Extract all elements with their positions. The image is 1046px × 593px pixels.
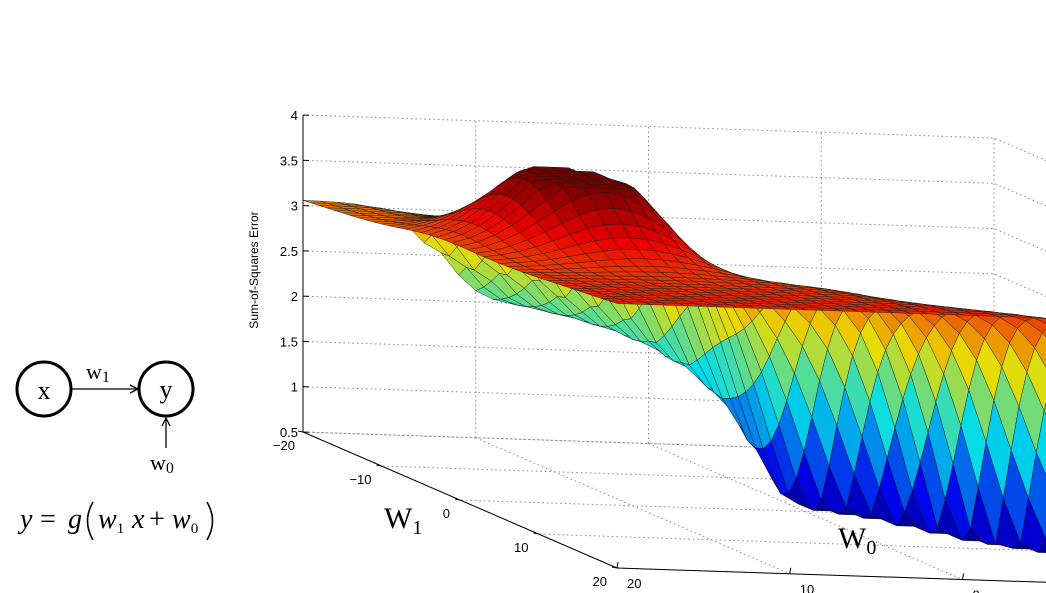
weight-arrowhead — [129, 384, 140, 394]
surface-patch — [1040, 317, 1046, 319]
w1-tick-label: 10 — [514, 540, 528, 555]
equation-func: g — [68, 504, 82, 535]
floor-grid-line — [538, 533, 1046, 552]
w0-tick-mark — [962, 573, 964, 580]
w1-tick-mark — [297, 430, 304, 433]
equation-term-w0: w0 — [172, 504, 198, 537]
w1-tick-label: −20 — [273, 438, 295, 453]
w0-tick-mark — [789, 567, 792, 574]
z-axis-ticks: 0.5 1 1.5 2 2.5 3 3.5 4 — [280, 108, 310, 440]
surface-patch — [1042, 329, 1046, 338]
bias-arrowhead — [161, 416, 171, 427]
z-tick-label: 3 — [291, 199, 298, 214]
w0-tick-mark — [616, 561, 619, 569]
w0-axis-line — [616, 567, 1046, 583]
error-surface — [302, 166, 1046, 553]
equation-lhs: y — [17, 504, 33, 535]
z-tick-label: 3.5 — [280, 153, 298, 168]
wall-grid-line — [302, 114, 1046, 162]
z-tick-label: 2.5 — [280, 244, 298, 259]
w0-axis-title: W0 — [838, 522, 876, 559]
w1-tick-mark — [454, 498, 461, 501]
wall-grid-line — [302, 431, 1046, 479]
w1-tick-label: 20 — [593, 574, 607, 589]
output-node-label: y — [160, 375, 173, 404]
w1-tick-mark — [611, 566, 618, 569]
wall-grid-line — [302, 340, 1046, 388]
z-tick-label: 1 — [291, 380, 298, 395]
equation-eq: = — [40, 504, 56, 535]
w1-axis-ticks: −20 −10 0 10 20 — [273, 430, 618, 589]
floor-grid-line — [381, 465, 1046, 489]
equation: y = g w1 x + w0 — [17, 501, 214, 541]
w0-tick-label: 10 — [800, 582, 814, 593]
equation-plus: + — [149, 504, 165, 535]
input-node-label: x — [38, 376, 51, 405]
bias-label: w0 — [150, 450, 174, 477]
neuron-diagram: x y w1 w0 y = g w1 x + w0 — [15, 359, 214, 541]
floor-grid-line — [475, 437, 790, 575]
w1-tick-mark — [533, 532, 539, 535]
surface-patch — [1023, 315, 1046, 319]
floor-grid-line — [648, 443, 963, 580]
z-tick-label: 4 — [291, 108, 298, 123]
floor-grid-line — [616, 567, 1046, 583]
z-tick-label: 0.5 — [280, 425, 298, 440]
equation-term-w1: w1 — [98, 504, 124, 537]
equation-rparen — [206, 501, 214, 541]
input-node — [15, 360, 73, 418]
w1-tick-label: −10 — [349, 472, 371, 487]
w1-tick-mark — [376, 464, 382, 467]
z-tick-label: 1.5 — [280, 334, 298, 349]
floor-grid-line — [459, 499, 1046, 521]
weight-label: w1 — [86, 359, 110, 386]
w1-axis-title: W1 — [384, 502, 422, 539]
w0-tick-label: 20 — [627, 576, 641, 591]
w1-tick-label: 0 — [443, 506, 450, 521]
equation-term-x: x — [131, 504, 145, 535]
z-axis-title: Sum-of-Squares Error — [247, 211, 261, 328]
wall-grid-line — [302, 386, 1046, 433]
floor-grid-line — [302, 431, 995, 456]
equation-lparen — [86, 501, 94, 541]
z-tick-label: 2 — [291, 289, 298, 304]
w0-tick-label: 0 — [973, 588, 980, 593]
